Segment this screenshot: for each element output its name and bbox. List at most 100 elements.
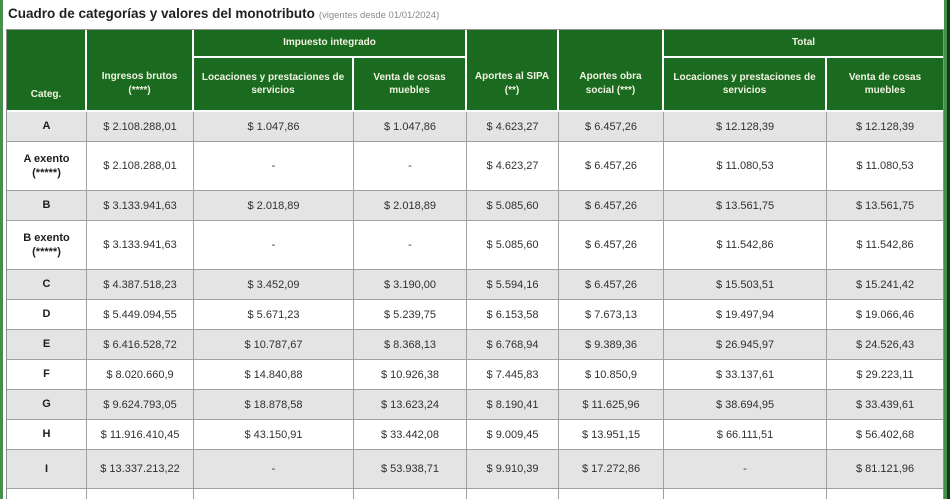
value-cell: $ 10.787,67 <box>194 330 354 360</box>
table-row: D $ 5.449.094,55 $ 5.671,23 $ 5.239,75 $ 6.1… <box>7 300 944 330</box>
cutoff-cell <box>827 489 944 499</box>
category-cell: A exento (*****) <box>7 142 87 191</box>
cutoff-cell <box>87 489 194 499</box>
value-cell: - <box>664 450 828 489</box>
value-cell: $ 4.623,27 <box>467 142 560 191</box>
value-cell: $ 6.457,26 <box>559 112 665 142</box>
value-cell: $ 81.121,96 <box>827 450 944 489</box>
value-cell: $ 29.223,11 <box>827 360 944 390</box>
value-cell: $ 8.190,41 <box>467 390 560 420</box>
header-total-muebles: Venta de cosas muebles <box>827 58 944 112</box>
value-cell: $ 33.442,08 <box>354 420 468 450</box>
table-row: C $ 4.387.518,23 $ 3.452,09 $ 3.190,00 $ 5.5… <box>7 270 944 300</box>
table-body: A $ 2.108.288,01 $ 1.047,86 $ 1.047,86 $ 4.6… <box>7 112 944 489</box>
value-cell: $ 2.108.288,01 <box>87 142 194 191</box>
category-cell: E <box>7 330 87 360</box>
header-aportes-sipa: Aportes al SIPA (**) <box>467 30 560 112</box>
value-cell: $ 11.080,53 <box>827 142 944 191</box>
value-cell: $ 4.623,27 <box>467 112 560 142</box>
value-cell: $ 17.272,86 <box>559 450 665 489</box>
value-cell: $ 6.457,26 <box>559 270 665 300</box>
table-footer <box>7 489 944 499</box>
category-cell: G <box>7 390 87 420</box>
value-cell: $ 5.085,60 <box>467 221 560 270</box>
cutoff-cell <box>559 489 665 499</box>
value-cell: $ 15.503,51 <box>664 270 828 300</box>
category-cell: H <box>7 420 87 450</box>
right-frame-border <box>944 0 950 499</box>
value-cell: $ 13.561,75 <box>827 191 944 221</box>
value-cell: $ 56.402,68 <box>827 420 944 450</box>
value-cell: $ 6.768,94 <box>467 330 560 360</box>
value-cell: $ 38.694,95 <box>664 390 828 420</box>
value-cell: $ 3.133.941,63 <box>87 191 194 221</box>
value-cell: $ 19.497,94 <box>664 300 828 330</box>
table-row: G $ 9.624.793,05 $ 18.878,58 $ 13.623,24 $ 8… <box>7 390 944 420</box>
header-ingresos-brutos: Ingresos brutos (****) <box>87 30 194 112</box>
category-cell: A <box>7 112 87 142</box>
value-cell: $ 3.190,00 <box>354 270 468 300</box>
value-cell: $ 6.457,26 <box>559 221 665 270</box>
title-bar: Cuadro de categorías y valores del monot… <box>3 0 950 29</box>
value-cell: $ 10.926,38 <box>354 360 468 390</box>
header-categ: Categ. <box>7 30 87 112</box>
value-cell: $ 11.625,96 <box>559 390 665 420</box>
value-cell: $ 2.018,89 <box>194 191 354 221</box>
value-cell: $ 26.945,97 <box>664 330 828 360</box>
value-cell: $ 9.910,39 <box>467 450 560 489</box>
cutoff-cell <box>467 489 560 499</box>
value-cell: $ 7.445,83 <box>467 360 560 390</box>
value-cell: $ 13.337.213,22 <box>87 450 194 489</box>
cutoff-cell <box>354 489 468 499</box>
value-cell: - <box>194 450 354 489</box>
value-cell: - <box>354 142 468 191</box>
value-cell: $ 9.624.793,05 <box>87 390 194 420</box>
value-cell: $ 1.047,86 <box>354 112 468 142</box>
table-header: Categ. Ingresos brutos (****) Impuesto i… <box>7 30 944 112</box>
table-row: B $ 3.133.941,63 $ 2.018,89 $ 2.018,89 $ 5.0… <box>7 191 944 221</box>
value-cell: $ 5.239,75 <box>354 300 468 330</box>
header-impuesto-muebles: Venta de cosas muebles <box>354 58 468 112</box>
table-row: B exento (*****) $ 3.133.941,63- - $ 5.085,6… <box>7 221 944 270</box>
table-row: I $ 13.337.213,22- $ 53.938,71 $ 9.910,39 $ … <box>7 450 944 489</box>
value-cell: $ 7.673,13 <box>559 300 665 330</box>
value-cell: - <box>194 221 354 270</box>
category-cell: F <box>7 360 87 390</box>
value-cell: $ 11.542,86 <box>664 221 828 270</box>
value-cell: $ 1.047,86 <box>194 112 354 142</box>
value-cell: $ 15.241,42 <box>827 270 944 300</box>
value-cell: $ 14.840,88 <box>194 360 354 390</box>
cutoff-cell <box>7 489 87 499</box>
value-cell: $ 12.128,39 <box>827 112 944 142</box>
table-row: E $ 6.416.528,72 $ 10.787,67 $ 8.368,13 $ 6.… <box>7 330 944 360</box>
value-cell: $ 5.449.094,55 <box>87 300 194 330</box>
category-cell: C <box>7 270 87 300</box>
category-cell: I <box>7 450 87 489</box>
value-cell: $ 53.938,71 <box>354 450 468 489</box>
category-cell: B <box>7 191 87 221</box>
header-group-impuesto-integrado: Impuesto integrado <box>194 30 468 58</box>
value-cell: $ 13.951,15 <box>559 420 665 450</box>
value-cell: $ 8.020.660,9 <box>87 360 194 390</box>
page-subtitle: (vigentes desde 01/01/2024) <box>318 10 440 21</box>
table-row: H $ 11.916.410,45 $ 43.150,91 $ 33.442,08 $ … <box>7 420 944 450</box>
header-categ-label: Categ. <box>30 88 62 100</box>
header-group-row: Categ. Ingresos brutos (****) Impuesto i… <box>7 30 944 112</box>
table-row: A $ 2.108.288,01 $ 1.047,86 $ 1.047,86 $ 4.6… <box>7 112 944 142</box>
value-cell: $ 18.878,58 <box>194 390 354 420</box>
header-total-servicios: Locaciones y prestaciones de servicios <box>664 58 828 112</box>
monotributo-table: Categ. Ingresos brutos (****) Impuesto i… <box>6 29 945 499</box>
value-cell: $ 11.542,86 <box>827 221 944 270</box>
value-cell: $ 33.439,61 <box>827 390 944 420</box>
value-cell: $ 5.085,60 <box>467 191 560 221</box>
value-cell: $ 2.018,89 <box>354 191 468 221</box>
value-cell: - <box>354 221 468 270</box>
value-cell: $ 10.850,9 <box>559 360 665 390</box>
header-sub-row: Locaciones y prestaciones de servicios V… <box>7 58 944 112</box>
value-cell: $ 5.594,16 <box>467 270 560 300</box>
value-cell: $ 6.153,58 <box>467 300 560 330</box>
value-cell: $ 6.416.528,72 <box>87 330 194 360</box>
value-cell: $ 12.128,39 <box>664 112 828 142</box>
page-title: Cuadro de categorías y valores del monot… <box>8 6 315 21</box>
category-cell: B exento (*****) <box>7 221 87 270</box>
